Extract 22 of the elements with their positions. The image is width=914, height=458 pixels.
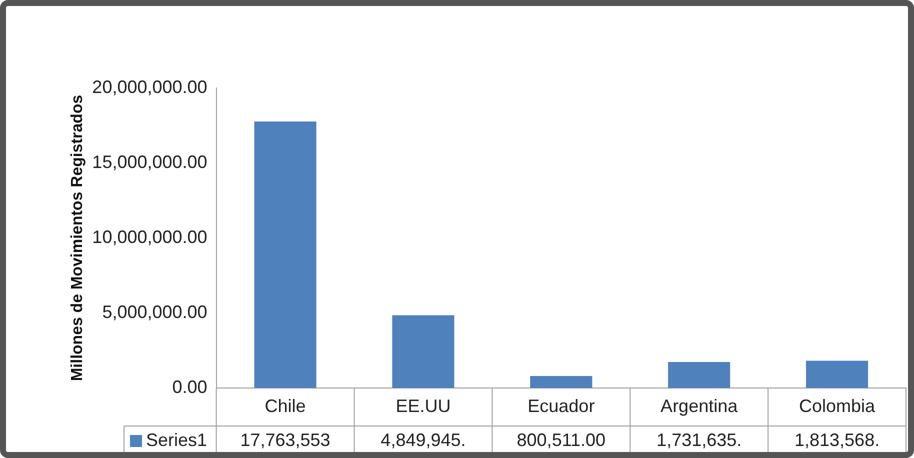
bar: [806, 360, 868, 388]
x-tick-label: Argentina: [660, 396, 739, 416]
x-tick-label: Colombia: [799, 396, 876, 416]
bar: [254, 122, 316, 388]
y-tick-label: 0.00: [172, 376, 208, 397]
data-label: 800,511.00: [516, 430, 606, 450]
bar: [392, 315, 454, 388]
x-tick-label: Ecuador: [528, 396, 595, 416]
y-tick-label: 20,000,000.00: [92, 76, 208, 97]
y-axis-title: Millones de Movimientos Registrados: [69, 94, 86, 382]
data-label: 1,813,568.: [794, 430, 880, 450]
y-tick-label: 10,000,000.00: [92, 226, 208, 247]
bar: [668, 362, 730, 388]
y-tick-label: 15,000,000.00: [92, 152, 208, 172]
data-label: 17,763,553: [240, 430, 330, 450]
data-label: 4,849,945.: [380, 430, 466, 450]
data-label: 1,731,635.: [656, 430, 742, 450]
legend-label: Series1: [146, 430, 208, 450]
bar: [530, 376, 592, 388]
y-tick-label: 5,000,000.00: [102, 302, 208, 322]
x-tick-label: Chile: [264, 396, 306, 416]
x-tick-label: EE.UU: [396, 396, 451, 416]
